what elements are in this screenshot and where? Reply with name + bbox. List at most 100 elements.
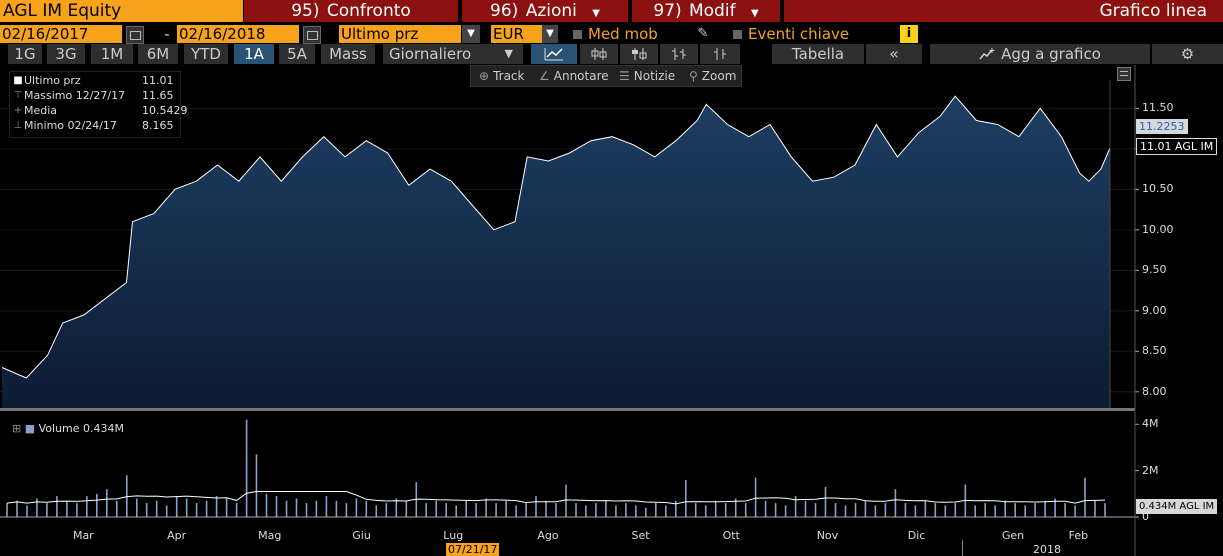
annotate-tool[interactable]: ∠ Annotare: [539, 66, 609, 86]
month-label: Dic: [907, 529, 926, 542]
price-tick-label: 9.00: [1142, 303, 1167, 317]
volume-grid: [1135, 423, 1139, 518]
last-price-tag: 11.01 AGL IM: [1136, 138, 1218, 155]
info-icon[interactable]: i: [900, 25, 918, 43]
legend: ■ Ultimo prz 11.01 ⊤ Massimo 12/27/17 11…: [9, 71, 188, 138]
candlestick-icon[interactable]: [580, 44, 618, 64]
period-tab-1m[interactable]: 1M: [91, 44, 133, 64]
frequency-label: Giornaliero: [389, 45, 472, 63]
legend-value: 11.01: [142, 74, 174, 87]
key-events-label: Eventi chiave: [748, 25, 850, 43]
add-chart-icon: [979, 48, 995, 60]
legend-label: Minimo 02/24/17: [24, 119, 117, 132]
ohlc-bar-icon[interactable]: [620, 44, 658, 64]
line-chart-icon[interactable]: [531, 44, 577, 64]
average-price-tag: 11.2253: [1136, 119, 1188, 134]
field-select[interactable]: Ultimo prz: [339, 25, 461, 43]
legend-value: 11.65: [142, 89, 174, 102]
header-bar: AGL IM Equity 95) Confronto 96) Azioni ▼…: [0, 0, 1223, 22]
pane-divider: [0, 408, 1135, 411]
month-label: Mar: [72, 529, 94, 542]
table-button[interactable]: Tabella: [772, 44, 864, 64]
compare-menu[interactable]: 95) Confronto: [244, 0, 458, 22]
key-events-toggle[interactable]: Eventi chiave: [733, 25, 893, 43]
period-tab-6m[interactable]: 6M: [138, 44, 178, 64]
chevron-down-icon: ▼: [592, 8, 600, 19]
date-range-dash: -: [164, 25, 170, 43]
year-label: 2018: [1033, 543, 1061, 556]
price-tick-label: 11.50: [1142, 101, 1174, 115]
frequency-select[interactable]: Giornaliero ▼: [383, 44, 523, 64]
end-date-input[interactable]: 02/16/2018: [177, 25, 299, 43]
edit-menu-label: Modif: [688, 1, 736, 21]
chevron-down-icon[interactable]: ▼: [542, 25, 558, 43]
price-tick-label: 9.50: [1142, 263, 1167, 277]
edit-menu[interactable]: 97) Modif ▼: [632, 0, 780, 22]
track-tool[interactable]: ⊕ Track: [479, 66, 524, 86]
legend-row-min[interactable]: ⊥ Minimo 02/24/17 8.165: [10, 119, 180, 132]
add-to-chart-label: Agg a grafico: [1001, 45, 1101, 63]
actions-menu-number: 96): [490, 1, 519, 21]
zoom-label: Zoom: [701, 69, 737, 83]
news-icon: ☰: [619, 69, 630, 83]
actions-menu-label: Azioni: [525, 1, 577, 21]
start-date-input[interactable]: 02/16/2017: [0, 25, 122, 43]
zoom-icon: ⚲: [689, 69, 698, 83]
gear-icon[interactable]: ⚙: [1152, 44, 1223, 64]
pencil-icon[interactable]: ✎: [697, 26, 709, 41]
crosshair-icon: ⊕: [479, 69, 490, 83]
price-bar-icon[interactable]: [700, 44, 740, 64]
actions-menu[interactable]: 96) Azioni ▼: [462, 0, 628, 22]
month-label: Ott: [722, 529, 740, 542]
moving-average-toggle[interactable]: Med mob: [573, 25, 693, 43]
legend-value: 10.5429: [142, 104, 188, 117]
legend-row-max[interactable]: ⊤ Massimo 12/27/17 11.65: [10, 89, 180, 102]
chevron-down-icon: ▼: [504, 47, 513, 60]
legend-row-last-price[interactable]: ■ Ultimo prz 11.01: [10, 74, 180, 87]
period-tab-mass[interactable]: Mass: [321, 44, 375, 64]
track-label: Track: [493, 69, 525, 83]
annotate-label: Annotare: [553, 69, 609, 83]
news-tool[interactable]: ☰ Notizie: [619, 66, 675, 86]
chevron-down-icon[interactable]: ▼: [462, 25, 480, 43]
volume-tick-label: 0: [1142, 510, 1149, 523]
zoom-tool[interactable]: ⚲ Zoom: [689, 66, 736, 86]
price-tick-label: 10.00: [1142, 222, 1174, 236]
period-tab-1a[interactable]: 1A: [234, 44, 274, 64]
month-label: Set: [631, 529, 650, 542]
chart-svg: [0, 65, 1139, 556]
expand-icon: ⊞: [12, 422, 22, 435]
period-tab-5a[interactable]: 5A: [279, 44, 315, 64]
volume-legend-label: Volume 0.434M: [38, 422, 125, 435]
edit-menu-number: 97): [653, 1, 682, 21]
calendar-icon[interactable]: [303, 26, 321, 44]
price-line: [1, 95, 1111, 379]
volume-average-line: [6, 491, 1106, 505]
month-label: Gen: [1001, 529, 1025, 542]
collapse-button[interactable]: «: [866, 44, 922, 64]
period-tab-3g[interactable]: 3G: [47, 44, 85, 64]
blue-square-icon: ■: [24, 422, 36, 435]
period-tab-ytd[interactable]: YTD: [184, 44, 228, 64]
legend-row-average[interactable]: + Media 10.5429: [10, 104, 188, 117]
volume-legend[interactable]: ⊞ ■ Volume 0.434M: [9, 422, 128, 436]
hl-bar-icon[interactable]: [660, 44, 698, 64]
legend-label: Ultimo prz: [24, 74, 81, 87]
ticker-field[interactable]: AGL IM Equity: [0, 0, 243, 22]
moving-average-label: Med mob: [588, 25, 658, 43]
chart-type-label: Grafico linea: [1099, 1, 1207, 21]
white-square-icon: ■: [13, 75, 23, 86]
high-marker-icon: ⊤: [13, 90, 23, 101]
legend-label: Media: [24, 104, 58, 117]
period-tab-1g[interactable]: 1G: [8, 44, 42, 64]
chart-toolbar: ⊕ Track ∠ Annotare ☰ Notizie ⚲ Zoom: [470, 65, 742, 87]
add-to-chart-button[interactable]: Agg a grafico: [930, 44, 1150, 64]
currency-select[interactable]: EUR: [491, 25, 543, 43]
checkbox-icon: [573, 30, 582, 39]
price-tick-label: 8.50: [1142, 344, 1167, 358]
calendar-icon[interactable]: [126, 26, 144, 44]
chevron-down-icon: ▼: [750, 8, 759, 19]
ticker-label: AGL IM Equity: [3, 1, 122, 21]
month-label: Apr: [167, 529, 187, 542]
panel-toggle-icon[interactable]: [1117, 67, 1131, 81]
